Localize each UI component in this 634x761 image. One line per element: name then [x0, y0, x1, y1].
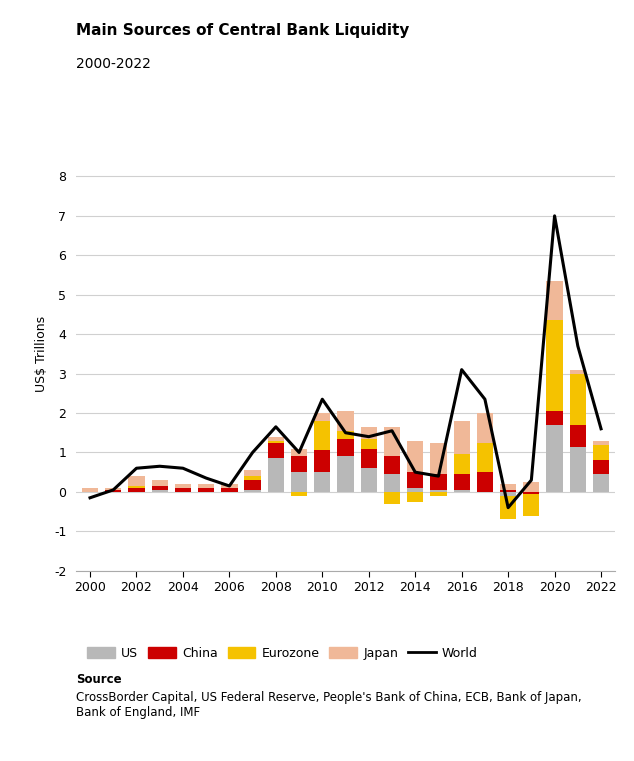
Bar [314, 421, 330, 451]
Bar [105, 488, 121, 490]
Bar [570, 425, 586, 447]
Bar [430, 492, 446, 496]
Bar [245, 480, 261, 490]
Bar [500, 484, 516, 490]
Text: Source: Source [76, 673, 122, 686]
Bar [453, 490, 470, 492]
Bar [337, 457, 354, 492]
Bar [221, 484, 238, 488]
Bar [82, 488, 98, 492]
Bar [361, 427, 377, 438]
Bar [593, 441, 609, 444]
Bar [314, 413, 330, 421]
Bar [453, 474, 470, 490]
Bar [337, 438, 354, 457]
Bar [523, 482, 540, 492]
Bar [198, 488, 214, 492]
Bar [361, 438, 377, 448]
Bar [570, 370, 586, 374]
Bar [593, 444, 609, 460]
Bar [407, 492, 424, 501]
Bar [477, 443, 493, 472]
Bar [152, 480, 168, 486]
Bar [523, 492, 540, 494]
Bar [384, 474, 400, 492]
Bar [430, 474, 446, 490]
Bar [198, 484, 214, 488]
Bar [384, 457, 400, 474]
Bar [337, 431, 354, 438]
Bar [593, 474, 609, 492]
Bar [547, 320, 563, 411]
Bar [453, 421, 470, 454]
Bar [547, 411, 563, 425]
Bar [361, 468, 377, 492]
Bar [128, 486, 145, 488]
Bar [593, 460, 609, 474]
Bar [314, 451, 330, 472]
Bar [152, 490, 168, 492]
Bar [337, 411, 354, 431]
Bar [361, 448, 377, 468]
Legend: US, China, Eurozone, Japan, World: US, China, Eurozone, Japan, World [82, 642, 482, 665]
Bar [384, 492, 400, 504]
Bar [291, 457, 307, 472]
Y-axis label: US$ Trillions: US$ Trillions [36, 316, 48, 392]
Bar [175, 484, 191, 488]
Bar [500, 496, 516, 520]
Bar [523, 494, 540, 515]
Bar [500, 492, 516, 496]
Bar [128, 488, 145, 492]
Bar [268, 441, 284, 443]
Bar [547, 425, 563, 492]
Text: Main Sources of Central Bank Liquidity: Main Sources of Central Bank Liquidity [76, 23, 410, 38]
Bar [570, 374, 586, 425]
Bar [175, 488, 191, 492]
Bar [314, 472, 330, 492]
Bar [547, 281, 563, 320]
Bar [128, 476, 145, 486]
Bar [221, 488, 238, 492]
Bar [477, 413, 493, 443]
Bar [570, 447, 586, 492]
Bar [453, 454, 470, 474]
Bar [407, 472, 424, 488]
Bar [384, 427, 400, 457]
Bar [407, 488, 424, 492]
Text: 2000-2022: 2000-2022 [76, 57, 151, 71]
Bar [291, 448, 307, 457]
Bar [268, 437, 284, 441]
Bar [245, 470, 261, 476]
Bar [407, 441, 424, 472]
Bar [291, 492, 307, 496]
Bar [245, 490, 261, 492]
Bar [430, 443, 446, 474]
Bar [430, 490, 446, 492]
Bar [152, 486, 168, 490]
Bar [268, 443, 284, 458]
Bar [500, 490, 516, 492]
Bar [105, 490, 121, 492]
Bar [245, 476, 261, 480]
Bar [291, 472, 307, 492]
Text: CrossBorder Capital, US Federal Reserve, People's Bank of China, ECB, Bank of Ja: CrossBorder Capital, US Federal Reserve,… [76, 691, 582, 719]
Bar [268, 458, 284, 492]
Bar [477, 472, 493, 492]
